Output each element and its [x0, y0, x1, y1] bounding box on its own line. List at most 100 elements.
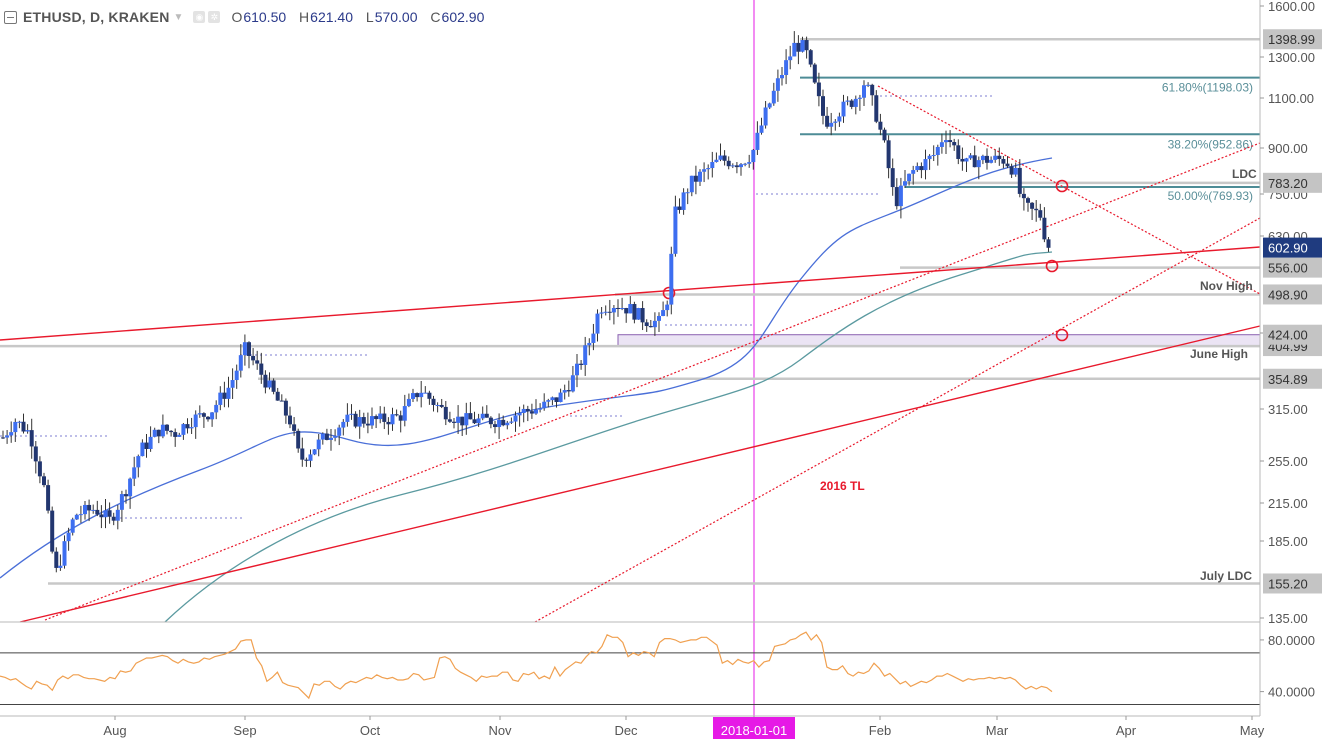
- candle-body: [464, 413, 469, 426]
- gear-icon[interactable]: ✲: [208, 11, 221, 23]
- candle-body: [665, 304, 670, 311]
- candle-body: [968, 155, 973, 159]
- candle-body: [370, 416, 374, 426]
- trendline-2016: [19, 325, 1261, 623]
- candle-body: [316, 439, 321, 450]
- high-key: H: [299, 9, 310, 25]
- candle-body: [275, 391, 280, 401]
- candle-body: [890, 168, 895, 188]
- candle-body: [304, 459, 309, 461]
- candle-body: [62, 541, 67, 566]
- candle-body: [501, 419, 506, 426]
- candle-body: [493, 424, 497, 428]
- candle-body: [5, 435, 10, 438]
- symbol-label[interactable]: ETHUSD, D, KRAKEN: [23, 9, 170, 25]
- sma-fast-line: [0, 157, 1053, 579]
- collapse-legend-icon[interactable]: [4, 10, 17, 24]
- chart-annotation: LDC: [1232, 167, 1257, 181]
- candle-body: [288, 415, 292, 425]
- candle-body: [570, 375, 575, 392]
- candle-body: [542, 401, 547, 409]
- candle-body: [292, 424, 297, 431]
- candle-body: [390, 414, 395, 425]
- candle-body: [636, 308, 641, 320]
- candle-body: [755, 132, 760, 150]
- candle-body: [575, 363, 579, 376]
- date-marker-tag: [713, 717, 795, 739]
- candle-body: [698, 171, 702, 182]
- main-pane[interactable]: 61.80%(1198.03) 38.20%(952.86) 50.00%(769.…: [0, 0, 1261, 716]
- candle-body: [628, 304, 633, 314]
- candle-body: [17, 421, 22, 423]
- time-tick-label: May: [1240, 723, 1265, 738]
- candle-body: [452, 421, 456, 423]
- highlight-circle-icon: [662, 286, 676, 300]
- candle-body: [980, 155, 985, 161]
- level-price-tag: [1263, 284, 1322, 305]
- candle-body: [685, 192, 690, 194]
- candle-body: [648, 326, 653, 328]
- ohlc-values: O610.50 H621.40 L570.00 C602.90: [231, 9, 493, 25]
- candle-body: [103, 510, 108, 518]
- chevron-down-icon[interactable]: ▼: [173, 11, 184, 23]
- candle-body: [78, 514, 83, 516]
- candle-body: [1030, 202, 1035, 209]
- candle-body: [378, 413, 383, 420]
- eye-icon[interactable]: ◉: [193, 11, 206, 23]
- low-key: L: [365, 9, 374, 25]
- candle-body: [878, 121, 883, 130]
- candle-body: [763, 107, 768, 126]
- time-tick-label: 2018-01-01: [721, 723, 788, 738]
- price-tick-label: 315.00: [1268, 402, 1308, 417]
- candle-body: [894, 187, 899, 207]
- candle-body: [66, 532, 71, 542]
- candle-body: [534, 409, 538, 414]
- level-price-tag-label: 155.20: [1268, 576, 1308, 591]
- candle-body: [226, 387, 231, 399]
- candle-body: [152, 429, 157, 437]
- rsi-pane[interactable]: [0, 631, 1260, 706]
- candle-body: [976, 160, 981, 168]
- candle-body: [201, 413, 206, 417]
- candle-body: [689, 175, 694, 193]
- candle-body: [74, 514, 79, 520]
- candle-body: [230, 380, 235, 388]
- candle-body: [382, 413, 387, 422]
- candle-body: [165, 424, 169, 431]
- candle-body: [1013, 167, 1018, 175]
- candle-body: [300, 448, 305, 460]
- candle-body: [419, 392, 424, 398]
- highlight-circle-icon: [1055, 328, 1069, 342]
- candle-body: [42, 476, 46, 486]
- candle-body: [722, 155, 727, 161]
- candle-body: [566, 390, 571, 392]
- level-price-tag: [1263, 368, 1322, 389]
- candle-body: [341, 421, 346, 428]
- candle-body: [353, 413, 358, 427]
- candle-body: [730, 165, 735, 167]
- trendline-dotted-2: [534, 217, 1261, 623]
- candle-body: [296, 430, 301, 449]
- candle-body: [841, 101, 846, 117]
- candle-body: [595, 313, 600, 334]
- candle-body: [91, 509, 96, 511]
- candle-body: [460, 416, 465, 426]
- candle-body: [898, 185, 903, 207]
- candle-body: [1017, 167, 1022, 194]
- candle-body: [13, 421, 18, 433]
- trendline-dotted-3: [877, 85, 1261, 295]
- time-tick-label: Nov: [488, 723, 512, 738]
- fib-label: 38.20%(952.86): [1168, 137, 1253, 151]
- level-price-tag-label: 354.89: [1268, 372, 1308, 387]
- candle-body: [99, 514, 104, 518]
- candle-body: [160, 424, 165, 437]
- candle-body: [874, 95, 879, 122]
- candle-body: [825, 115, 830, 127]
- fib-label: 50.00%(769.93): [1168, 189, 1253, 203]
- candle-body: [759, 125, 764, 133]
- candle-body: [415, 393, 420, 398]
- candle-body: [989, 159, 994, 163]
- rsi-tick-label: 80.0000: [1268, 633, 1315, 648]
- trendline-upper: [0, 246, 1261, 341]
